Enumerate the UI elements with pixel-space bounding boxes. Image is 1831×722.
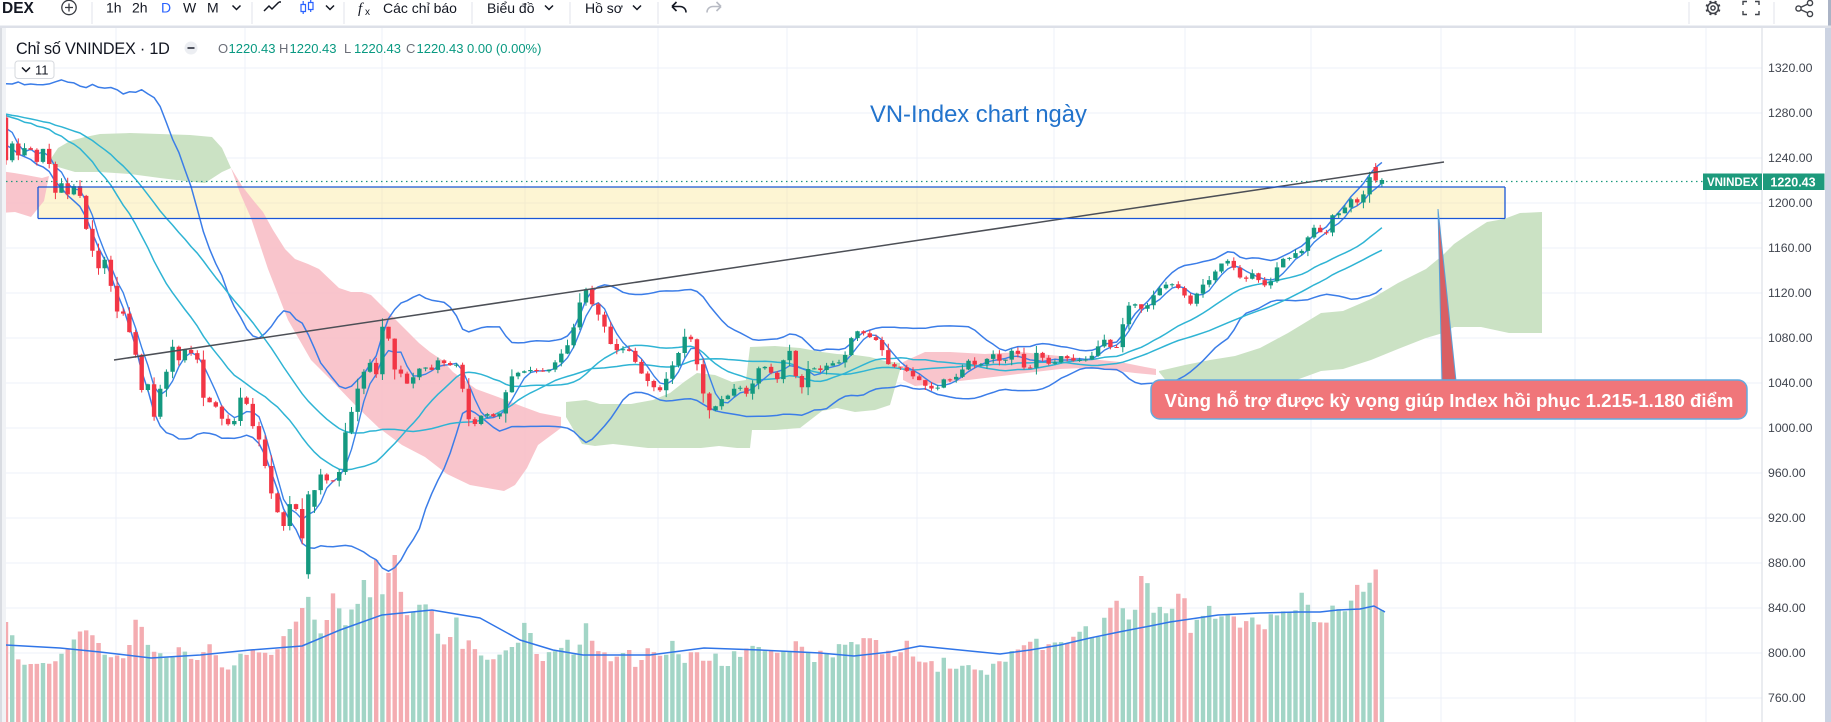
svg-text:1240.00: 1240.00 [1768, 151, 1813, 165]
svg-text:880.00: 880.00 [1768, 556, 1806, 570]
svg-text:1h: 1h [106, 0, 122, 16]
svg-text:x: x [365, 7, 370, 18]
svg-text:VN-Index chart ngày: VN-Index chart ngày [870, 101, 1087, 128]
svg-text:Biểu đồ: Biểu đồ [487, 0, 535, 16]
svg-text:Vùng hỗ trợ được kỳ vọng giúp: Vùng hỗ trợ được kỳ vọng giúp Index hồi … [1165, 390, 1734, 411]
svg-text:1220.43: 1220.43 [354, 41, 401, 56]
svg-text:760.00: 760.00 [1768, 691, 1806, 705]
svg-text:800.00: 800.00 [1768, 646, 1806, 660]
svg-text:1220.43: 1220.43 [229, 41, 276, 56]
svg-text:840.00: 840.00 [1768, 601, 1806, 615]
svg-text:O: O [218, 41, 228, 56]
svg-text:1220.43: 1220.43 [1770, 176, 1815, 190]
svg-text:Chỉ số VNINDEX · 1D: Chỉ số VNINDEX · 1D [16, 40, 170, 58]
svg-text:1220.43: 1220.43 [290, 41, 337, 56]
svg-text:1160.00: 1160.00 [1768, 241, 1812, 255]
svg-text:DEX: DEX [2, 0, 35, 17]
svg-text:Hồ sơ: Hồ sơ [585, 0, 623, 16]
svg-text:L: L [344, 41, 351, 56]
svg-text:1220.43: 1220.43 [417, 41, 464, 56]
svg-text:11: 11 [35, 63, 49, 78]
svg-text:D: D [161, 0, 171, 16]
svg-text:960.00: 960.00 [1768, 466, 1806, 480]
svg-text:2h: 2h [132, 0, 148, 16]
svg-text:C: C [406, 41, 415, 56]
svg-text:1200.00: 1200.00 [1768, 196, 1813, 210]
svg-text:1080.00: 1080.00 [1768, 331, 1813, 345]
svg-text:Các chỉ báo: Các chỉ báo [383, 0, 457, 16]
svg-text:W: W [183, 0, 197, 16]
svg-text:1000.00: 1000.00 [1768, 421, 1813, 435]
svg-text:920.00: 920.00 [1768, 511, 1806, 525]
svg-text:f: f [358, 1, 364, 17]
svg-text:1320.00: 1320.00 [1768, 61, 1813, 75]
svg-text:VNINDEX: VNINDEX [1707, 177, 1758, 189]
svg-text:1280.00: 1280.00 [1768, 106, 1813, 120]
svg-text:1040.00: 1040.00 [1768, 376, 1813, 390]
svg-text:H: H [279, 41, 288, 56]
svg-text:M: M [207, 0, 219, 16]
svg-text:0.00 (0.00%): 0.00 (0.00%) [467, 41, 541, 56]
svg-text:1120.00: 1120.00 [1768, 286, 1812, 300]
